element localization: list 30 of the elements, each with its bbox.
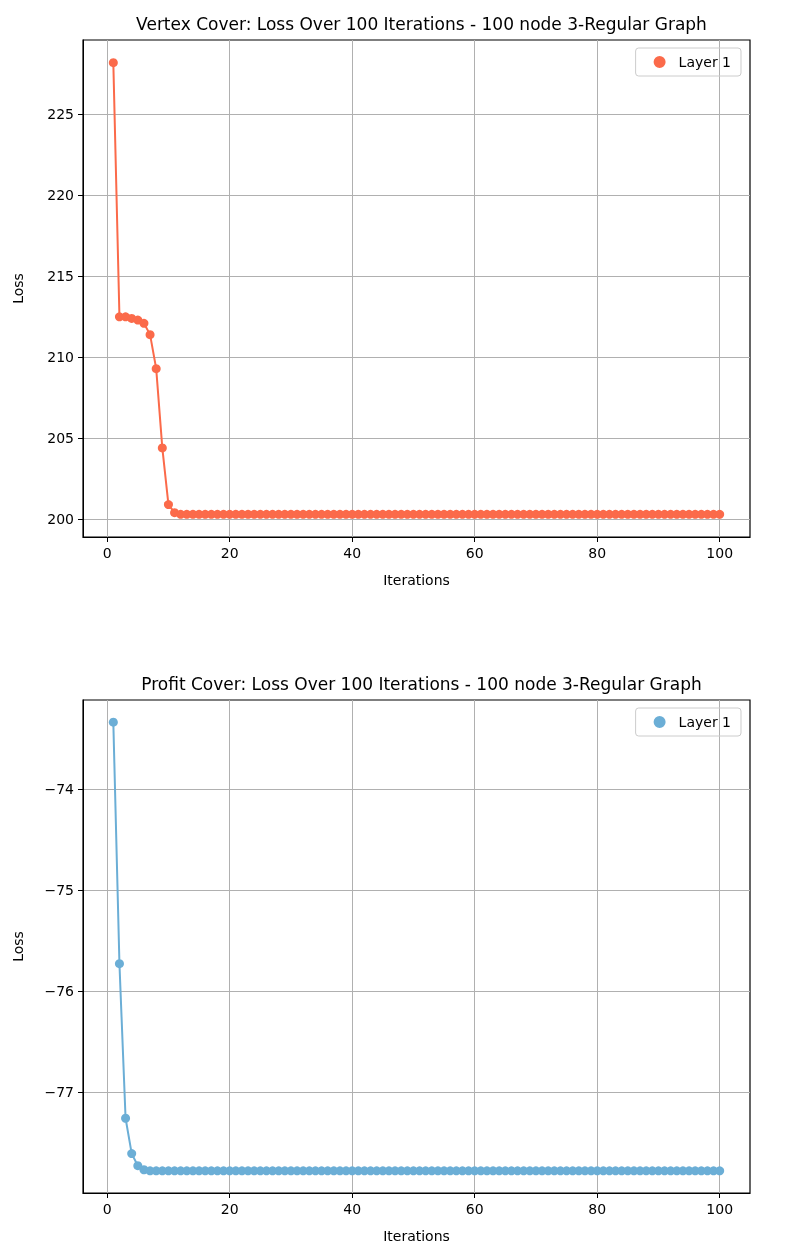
y-tick-label: 220	[47, 187, 74, 204]
x-tick-label: 60	[465, 1201, 484, 1217]
y-axis-title: Loss	[10, 931, 26, 962]
y-axis-title: Loss	[10, 273, 26, 304]
x-tick-label: 20	[220, 1201, 239, 1217]
y-tick-label: −74	[44, 780, 75, 797]
x-tick-label: 40	[343, 545, 362, 561]
y-tick-label: −75	[44, 881, 74, 898]
x-tick-label: 100	[706, 1201, 734, 1217]
y-tick-label: 215	[47, 268, 74, 285]
chart-title: Profit Cover: Loss Over 100 Iterations - 100 node 3-Regular Graph	[141, 673, 702, 694]
x-tick-label: 0	[102, 1201, 112, 1217]
x-axis-title: Iterations	[383, 572, 450, 588]
x-axis-title: Iterations	[383, 1228, 450, 1244]
x-tick-label: 20	[220, 545, 239, 561]
y-tick-label: −76	[44, 982, 75, 999]
x-tick-label: 80	[588, 1201, 607, 1217]
chart-title: Vertex Cover: Loss Over 100 Iterations - 100 node 3-Regular Graph	[136, 13, 707, 34]
y-tick-label: 200	[47, 511, 74, 528]
x-tick-label: 0	[102, 545, 112, 561]
text: Layer 1	[678, 714, 731, 730]
y-tick-label: 205	[47, 430, 74, 447]
x-tick-label: 100	[706, 545, 734, 561]
text: Layer 1	[678, 54, 731, 70]
y-tick-label: 225	[47, 106, 74, 123]
y-tick-label: 210	[47, 349, 74, 366]
x-tick-label: 40	[343, 1201, 362, 1217]
x-tick-label: 80	[588, 545, 607, 561]
y-tick-label: −77	[44, 1083, 74, 1100]
x-tick-label: 60	[465, 545, 484, 561]
